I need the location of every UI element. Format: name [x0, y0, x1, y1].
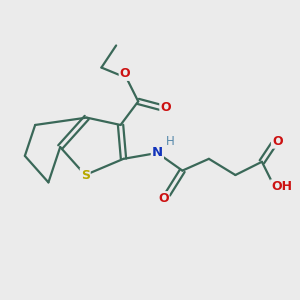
Text: O: O: [160, 101, 171, 114]
Text: O: O: [272, 135, 283, 148]
Text: S: S: [81, 169, 90, 182]
Text: N: N: [152, 146, 163, 159]
Text: O: O: [158, 192, 169, 205]
Text: H: H: [166, 135, 175, 148]
Text: O: O: [120, 67, 130, 80]
Text: OH: OH: [271, 180, 292, 193]
